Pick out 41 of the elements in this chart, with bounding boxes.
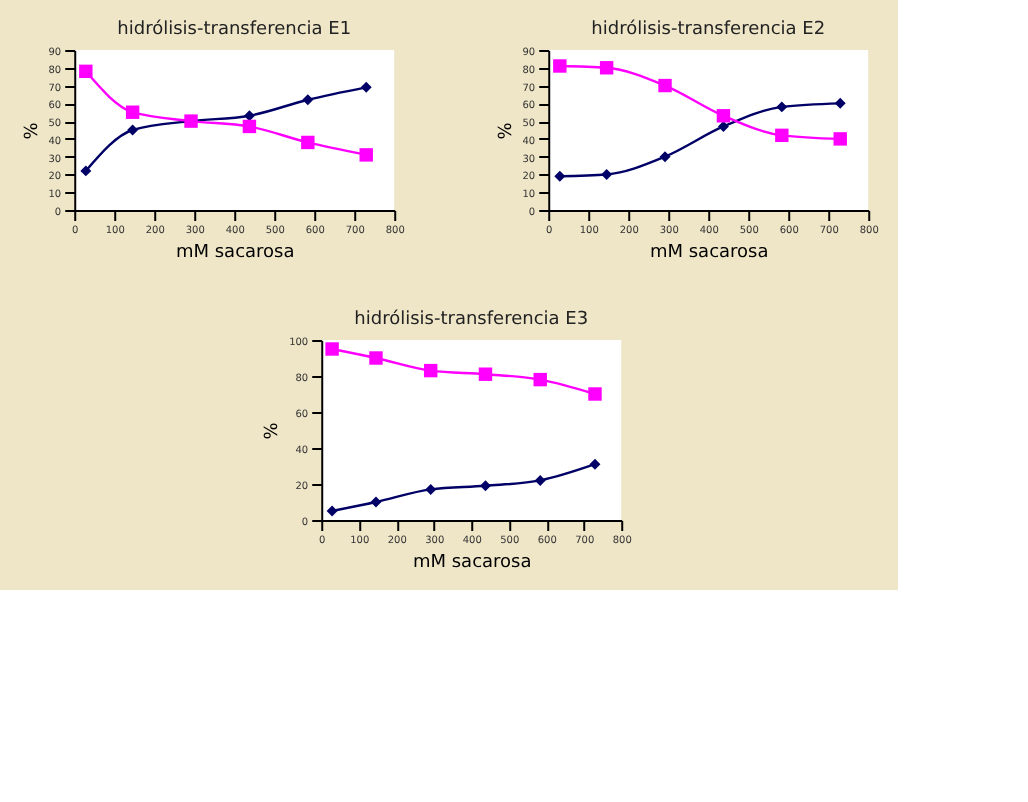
y-axis-title: % bbox=[263, 421, 284, 440]
point bbox=[533, 372, 547, 387]
point bbox=[127, 124, 139, 136]
point bbox=[658, 78, 672, 93]
point bbox=[716, 109, 731, 123]
point bbox=[589, 458, 601, 470]
point bbox=[325, 342, 339, 356]
point bbox=[302, 94, 314, 106]
point bbox=[360, 81, 372, 93]
y-axis-title: % bbox=[496, 121, 517, 140]
point bbox=[588, 387, 602, 401]
point bbox=[659, 151, 671, 163]
point bbox=[553, 59, 567, 73]
point bbox=[834, 97, 846, 109]
chart-title: hidrólisis-transferencia E2 bbox=[591, 18, 826, 40]
point bbox=[425, 483, 437, 495]
point bbox=[480, 480, 491, 492]
point bbox=[125, 105, 140, 119]
point bbox=[833, 132, 847, 146]
point bbox=[534, 474, 546, 486]
point bbox=[79, 64, 93, 79]
point bbox=[478, 367, 493, 381]
point bbox=[326, 505, 338, 517]
chart-title: hidrólisis-transferencia E3 bbox=[354, 308, 589, 330]
point bbox=[424, 363, 438, 378]
point bbox=[775, 128, 789, 143]
point bbox=[301, 135, 315, 150]
y-axis-title: % bbox=[22, 121, 43, 140]
point bbox=[80, 165, 92, 177]
point bbox=[776, 101, 788, 113]
x-axis-title: mM sacarosa bbox=[412, 553, 532, 573]
point bbox=[554, 170, 566, 182]
x-axis-title: mM sacarosa bbox=[175, 243, 295, 263]
chart-title: hidrólisis-transferencia E1 bbox=[117, 18, 352, 40]
point bbox=[242, 119, 257, 134]
point bbox=[359, 148, 373, 162]
point bbox=[370, 496, 382, 508]
point bbox=[601, 168, 613, 180]
point bbox=[599, 61, 614, 75]
point bbox=[369, 351, 383, 365]
x-axis-title: mM sacarosa bbox=[649, 243, 769, 263]
